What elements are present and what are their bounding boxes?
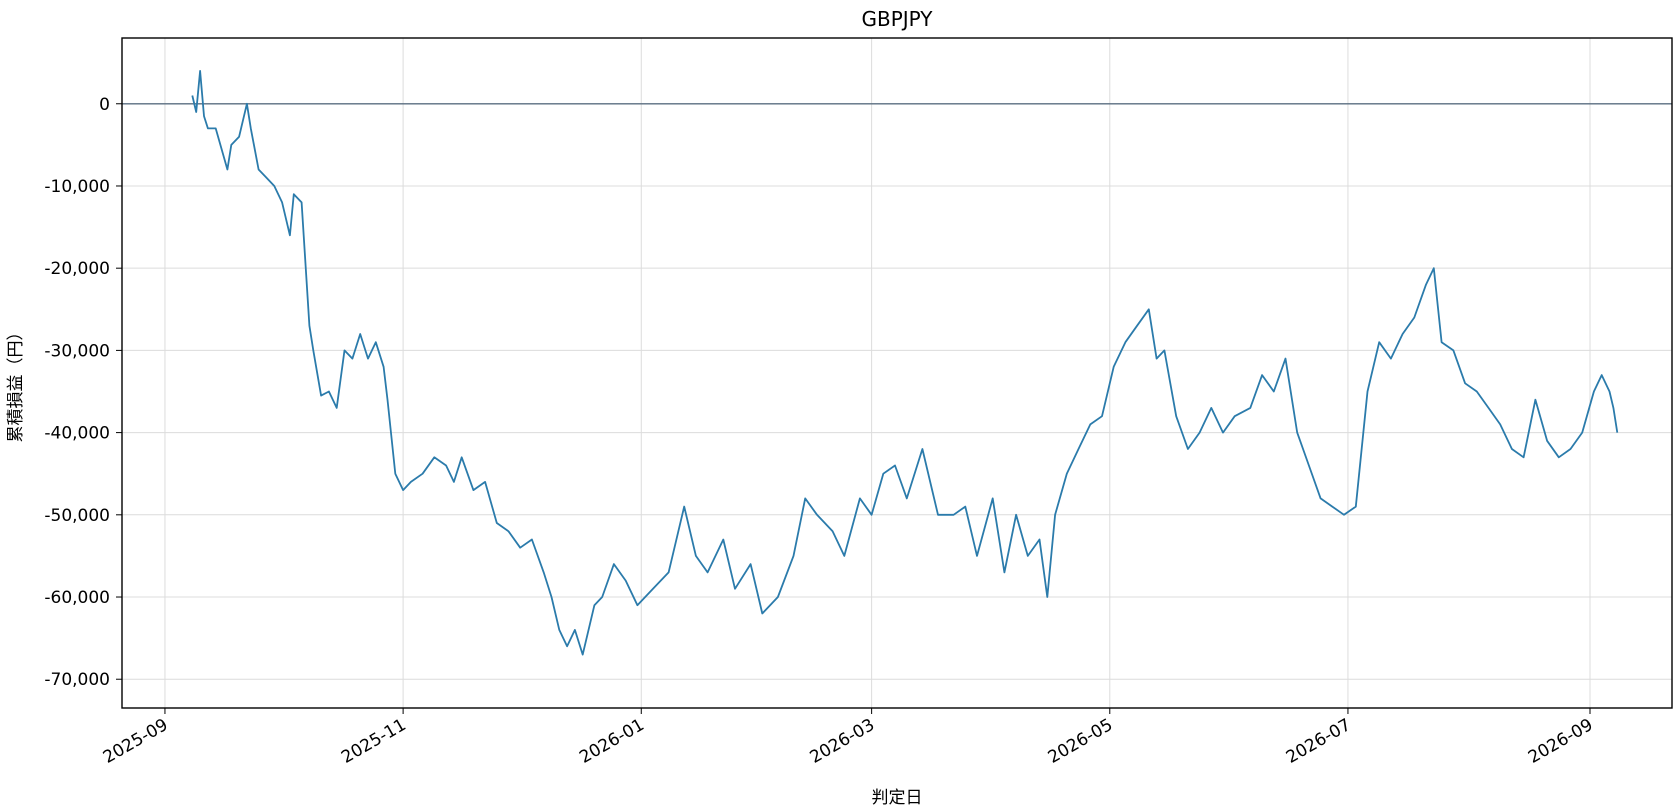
y-tick-label: -40,000 — [44, 424, 110, 444]
series-line — [191, 70, 1619, 656]
y-tick-label: -20,000 — [44, 259, 110, 279]
y-tick-label: -10,000 — [44, 177, 110, 197]
y-tick-label: -60,000 — [44, 588, 110, 608]
y-axis-label: 累積損益（円） — [6, 324, 26, 443]
chart-title: GBPJPY — [861, 7, 933, 31]
y-tick-label: -30,000 — [44, 341, 110, 361]
x-axis-label: 判定日 — [872, 788, 923, 808]
plot-frame — [121, 37, 1673, 709]
y-tick-label: 0 — [99, 95, 110, 115]
y-tick-label: -50,000 — [44, 506, 110, 526]
y-tick-label: -70,000 — [44, 670, 110, 690]
y-axis: 0 -10,000 -20,000 -30,000 -40,000 -50,000 -60,… — [44, 95, 122, 690]
grid — [122, 38, 1672, 708]
series-group — [191, 70, 1619, 656]
